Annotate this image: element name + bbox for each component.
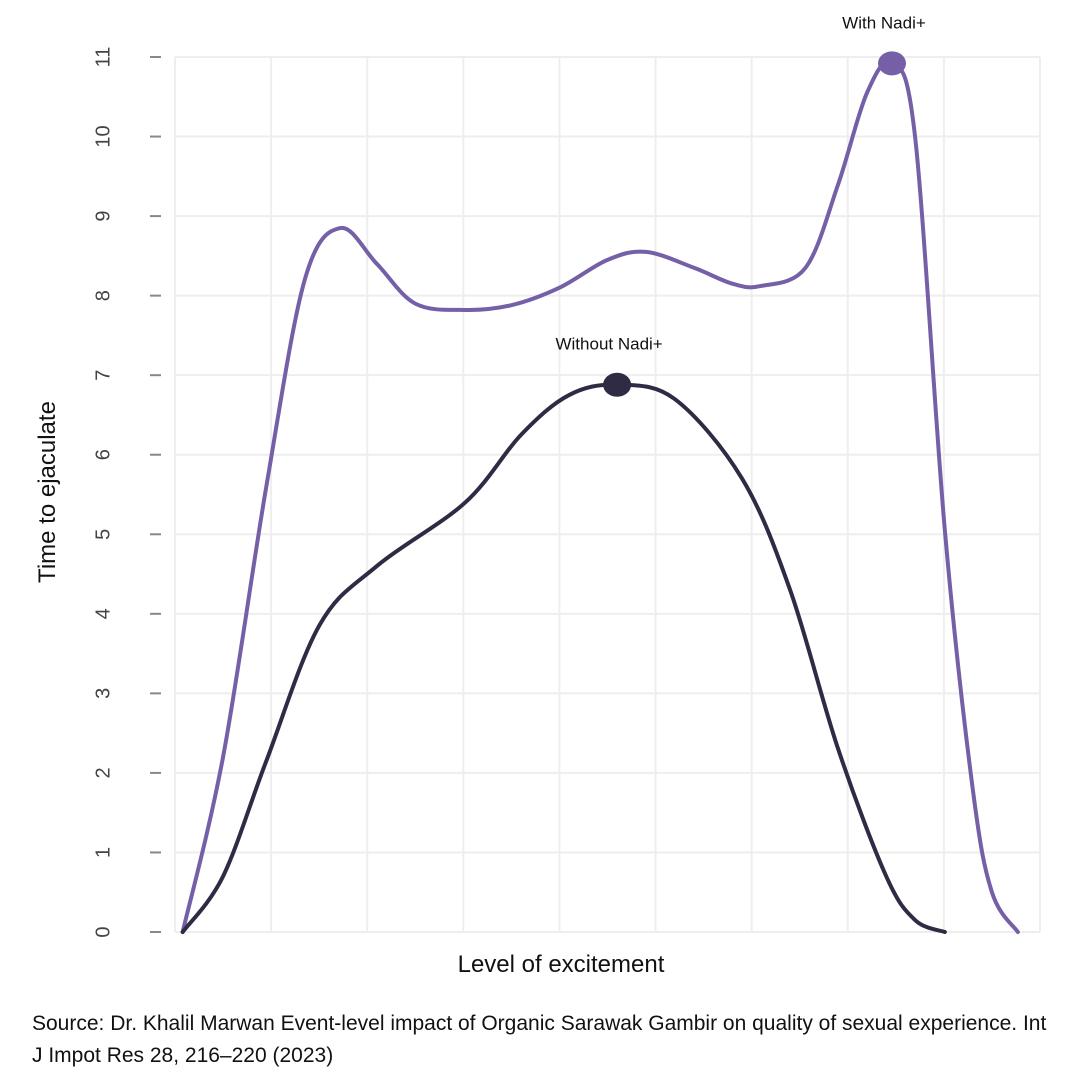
y-tick-label: 8 bbox=[92, 290, 114, 301]
peak-marker-with-nadi bbox=[877, 51, 906, 76]
y-axis: 0 1 2 3 4 5 6 7 8 9 10 11 bbox=[92, 47, 161, 938]
y-tick-label: 3 bbox=[92, 688, 114, 699]
y-tick-label: 9 bbox=[92, 211, 114, 222]
y-tick-label: 10 bbox=[92, 125, 114, 147]
y-tick-label: 6 bbox=[92, 449, 114, 460]
peak-label-without-nadi: Without Nadi+ bbox=[555, 335, 662, 354]
y-tick-label: 4 bbox=[92, 608, 114, 619]
y-tick-label: 11 bbox=[92, 47, 114, 68]
y-tick-label: 1 bbox=[92, 847, 114, 858]
y-tick-label: 0 bbox=[92, 926, 114, 937]
peak-marker-without-nadi bbox=[603, 372, 632, 397]
y-axis-title: Time to ejaculate bbox=[34, 401, 61, 583]
y-tick-label: 5 bbox=[92, 529, 114, 540]
grid bbox=[174, 56, 1041, 933]
source-note: Source: Dr. Khalil Marwan Event-level im… bbox=[32, 1012, 1047, 1067]
peak-label-with-nadi: With Nadi+ bbox=[842, 13, 926, 32]
series-layer bbox=[180, 59, 1020, 934]
annotations: With Nadi+ Without Nadi+ bbox=[555, 13, 926, 397]
series-line-without-nadi bbox=[180, 382, 947, 934]
y-tick-label: 7 bbox=[92, 370, 114, 381]
x-axis-title: Level of excitement bbox=[458, 951, 665, 978]
series-line-with-nadi bbox=[180, 59, 1020, 934]
line-chart: 0 1 2 3 4 5 6 7 8 9 10 11 With Nadi+ Without Nadi+ L… bbox=[34, 13, 1041, 978]
y-tick-label: 2 bbox=[92, 767, 114, 778]
